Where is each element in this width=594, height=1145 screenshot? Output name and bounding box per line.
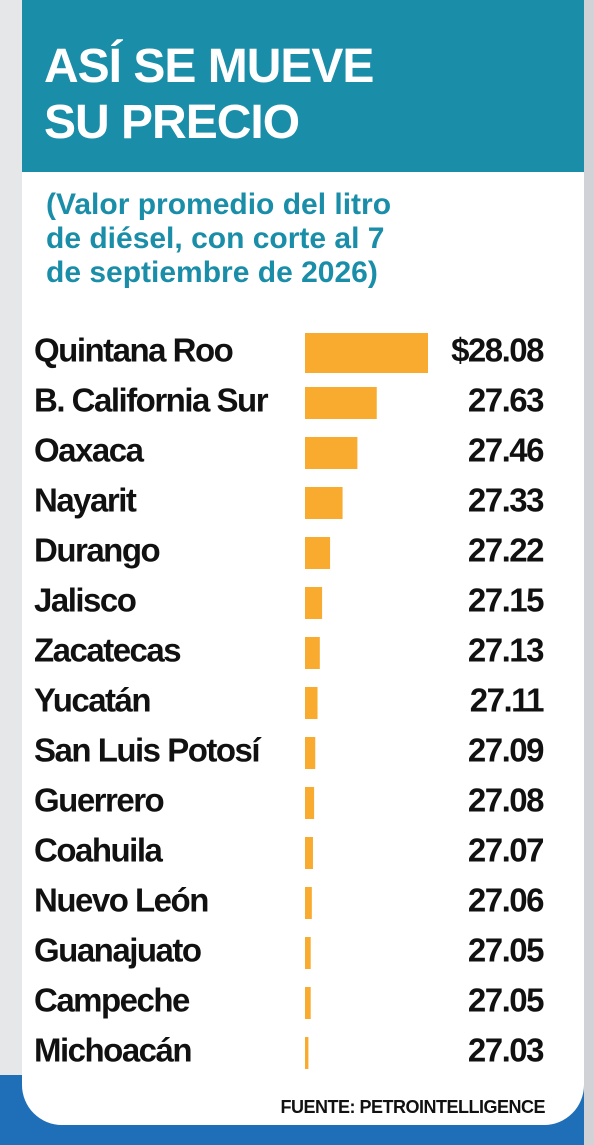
bar	[305, 487, 343, 519]
category-label: Guerrero	[34, 782, 164, 819]
category-label: Jalisco	[34, 582, 136, 619]
value-label: 27.09	[468, 732, 544, 769]
value-label: 27.46	[468, 432, 544, 469]
card	[22, 0, 584, 1125]
category-label: Guanajuato	[34, 932, 201, 969]
bar	[305, 687, 318, 719]
value-label: 27.11	[470, 682, 544, 719]
category-label: Michoacán	[34, 1032, 191, 1069]
value-label: 27.05	[468, 932, 544, 969]
edge	[584, 0, 594, 1145]
bar	[305, 637, 320, 669]
value-label: 27.07	[468, 832, 543, 869]
category-label: Campeche	[34, 982, 190, 1019]
bar	[305, 987, 311, 1019]
bar	[305, 587, 323, 619]
value-label: 27.63	[468, 382, 544, 419]
category-label: Durango	[34, 532, 160, 569]
chart-subtitle: de diésel, con corte al 7	[46, 222, 384, 255]
value-label: 27.33	[468, 482, 544, 519]
value-label: 27.06	[468, 882, 544, 919]
header	[22, 0, 584, 172]
bar	[305, 737, 316, 769]
category-label: Nuevo León	[34, 882, 208, 919]
value-label: 27.08	[468, 782, 544, 819]
bar	[305, 1037, 309, 1069]
chart-subtitle: (Valor promedio del litro	[46, 188, 391, 221]
chart-subtitle: de septiembre de 2026)	[46, 256, 378, 289]
value-label: 27.22	[468, 532, 544, 569]
value-label: $28.08	[451, 332, 544, 369]
category-label: Coahuila	[34, 832, 163, 869]
chart-title: ASÍ SE MUEVE	[44, 39, 373, 93]
bar	[305, 887, 312, 919]
category-label: Nayarit	[34, 482, 137, 519]
bar	[305, 333, 428, 373]
category-label: Quintana Roo	[34, 332, 233, 369]
category-label: Zacatecas	[34, 632, 180, 669]
value-label: 27.03	[468, 1032, 544, 1069]
category-label: B. California Sur	[34, 382, 269, 419]
bar	[305, 937, 311, 969]
value-label: 27.13	[468, 632, 544, 669]
bar	[305, 787, 315, 819]
category-label: Yucatán	[34, 682, 150, 719]
source: FUENTE: PETROINTELLIGENCE	[280, 1097, 545, 1117]
bar	[305, 537, 331, 569]
bar	[305, 437, 358, 469]
value-label: 27.15	[468, 582, 544, 619]
bar	[305, 837, 313, 869]
bar	[305, 387, 377, 419]
category-label: San Luis Potosí	[34, 732, 262, 769]
value-label: 27.05	[468, 982, 544, 1019]
category-label: Oaxaca	[34, 432, 145, 469]
chart-title: SU PRECIO	[44, 96, 299, 149]
